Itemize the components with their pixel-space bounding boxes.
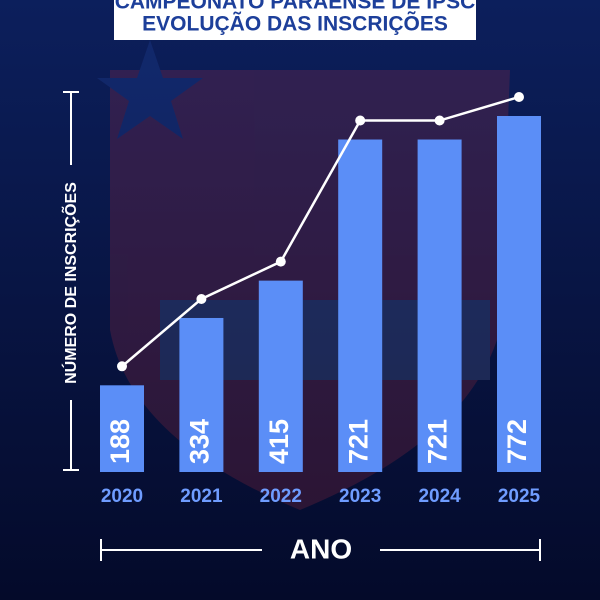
trend-point xyxy=(275,256,286,267)
data-label: 188 xyxy=(105,419,135,464)
trend-point xyxy=(514,92,524,102)
y-axis-label: NÚMERO DE INSCRIÇÕES xyxy=(60,182,80,384)
x-axis-label: ANO xyxy=(290,533,352,564)
trend-point xyxy=(117,361,127,372)
bar xyxy=(497,116,541,472)
bar xyxy=(179,317,224,472)
trend-point xyxy=(196,293,207,304)
bar xyxy=(338,139,383,472)
title-box xyxy=(114,0,476,40)
x-tick-label: 2022 xyxy=(260,486,302,507)
trend-point xyxy=(434,115,445,126)
bar xyxy=(258,280,303,472)
x-bracket xyxy=(100,539,541,561)
trend-point xyxy=(355,115,366,126)
data-label: 721 xyxy=(343,419,373,464)
y-bracket xyxy=(63,91,79,471)
trend-line xyxy=(121,95,520,368)
data-label: 721 xyxy=(423,419,453,464)
data-label: 772 xyxy=(502,419,532,464)
chart-subtitle: EVOLUÇÃO DAS INSCRIÇÕES xyxy=(142,12,448,36)
bar xyxy=(417,139,462,472)
x-tick-label: 2021 xyxy=(180,486,223,507)
x-tick-label: 2020 xyxy=(101,486,143,507)
data-label: 334 xyxy=(185,419,215,464)
bar xyxy=(100,385,144,472)
chart-title: CAMPEONATO PARAENSE DE IPSC xyxy=(115,0,476,14)
x-tick-label: 2025 xyxy=(498,486,541,507)
x-tick-label: 2023 xyxy=(339,486,381,507)
data-label: 415 xyxy=(264,419,294,464)
x-tick-label: 2024 xyxy=(418,486,461,507)
